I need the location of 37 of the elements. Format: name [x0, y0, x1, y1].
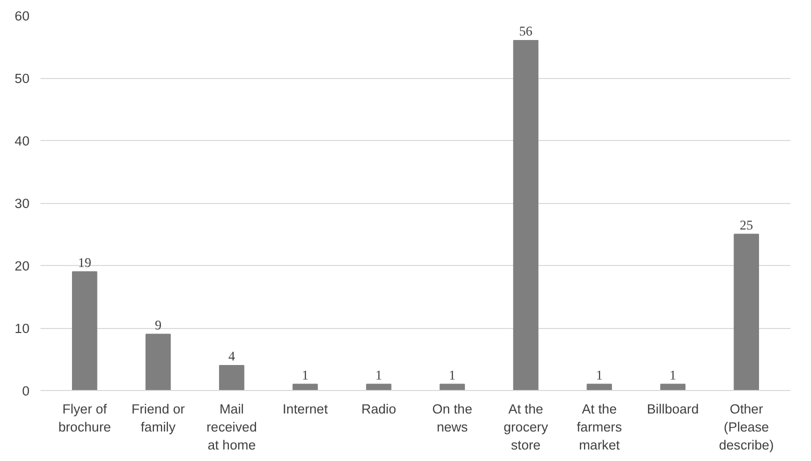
data-label: 1 — [375, 367, 382, 382]
x-tick-label: Internet — [282, 402, 328, 416]
bar — [513, 40, 538, 390]
data-label: 1 — [448, 367, 456, 382]
bar — [586, 384, 612, 390]
data-label: 1 — [302, 367, 309, 382]
bar — [292, 384, 318, 390]
bar — [660, 384, 686, 390]
bar — [219, 365, 244, 390]
y-tick-label: 50 — [14, 71, 30, 86]
x-tick-label: Other (Please describe) — [718, 402, 774, 452]
y-tick-label: 10 — [14, 321, 30, 336]
x-tick-label: Radio — [361, 402, 396, 416]
y-tick-label: 60 — [14, 8, 30, 24]
y-tick-label: 20 — [14, 258, 30, 274]
x-tick-label: At the farmers market — [576, 402, 622, 452]
data-label: 1 — [670, 367, 676, 382]
x-tick-label: Flyer of brochure — [58, 402, 111, 434]
y-tick-label: 30 — [14, 196, 30, 211]
x-tick-label: On the news — [432, 402, 472, 434]
data-label: 4 — [228, 348, 236, 364]
y-tick-label: 40 — [14, 134, 30, 148]
x-tick-label: Mail received at home — [206, 402, 257, 452]
data-label: 1 — [596, 367, 603, 382]
y-tick-label: 0 — [22, 384, 30, 398]
bar — [146, 334, 171, 390]
bar — [366, 384, 392, 390]
x-tick-label: Billboard — [646, 402, 699, 416]
data-label: 9 — [154, 317, 162, 332]
x-tick-label: At the grocery store — [504, 402, 548, 452]
bar — [440, 384, 465, 390]
bar — [734, 234, 760, 390]
x-tick-label: Friend or family — [131, 402, 186, 434]
bar — [72, 271, 98, 390]
data-label: 25 — [740, 217, 754, 232]
data-label: 19 — [78, 254, 92, 270]
data-label: 56 — [519, 24, 533, 38]
